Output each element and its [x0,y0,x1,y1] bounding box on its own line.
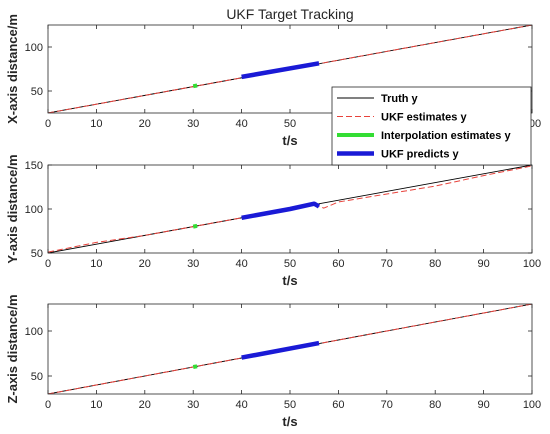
x-tick-label: 20 [139,399,151,411]
x-tick-label: 40 [235,258,247,270]
x-tick-label: 0 [45,118,51,130]
x-tick-label: 30 [187,258,199,270]
x-tick-label: 50 [284,118,296,130]
y-tick-label: 50 [31,86,43,98]
x-tick-label: 70 [381,258,393,270]
legend-label-ukf-estimates-y: UKF estimates y [381,112,467,124]
x-tick-label: 60 [332,258,344,270]
x-tick-label: 20 [139,118,151,130]
legend: Truth y UKF estimates y Interpolation esti… [331,86,532,166]
series-group [48,165,532,253]
x-tick-label: 80 [429,399,441,411]
y-axis-label: Z-axis distance/m [5,294,20,403]
series-line-ukf-predicts-y [241,340,320,360]
y-axis-label: Y-axis distance/m [5,154,20,263]
x-tick-label: 40 [235,399,247,411]
figure-title: UKF Target Tracking [226,6,353,22]
x-tick-label: 10 [90,399,102,411]
series-line-interpolation-estimates-y [192,223,198,229]
y-axis-label: X-axis distance/m [5,14,20,124]
x-tick-label: 100 [523,399,541,411]
y-tick-label: 100 [25,204,43,216]
x-tick-label: 50 [284,399,296,411]
series-group [48,25,532,113]
legend-label-truth-y: Truth y [381,93,419,105]
x-tick-label: 40 [235,118,247,130]
x-tick-label: 50 [284,258,296,270]
series-line-ukf-predicts-y [241,61,320,80]
series-group [48,304,532,394]
y-tick-label: 50 [31,248,43,260]
series-line-interpolation-estimates-y [192,364,198,369]
legend-label-interpolation-estimates-y: Interpolation estimates y [381,130,511,142]
x-tick-label: 30 [187,399,199,411]
x-tick-label: 20 [139,258,151,270]
y-tick-label: 100 [25,42,43,54]
x-tick-label: 10 [90,258,102,270]
subplot-3: 0 10 20 30 40 50 60 70 80 90 100 50 100 t/s Z-axis dis… [5,294,541,429]
x-tick-label: 0 [45,399,51,411]
y-tick-label: 100 [25,326,43,338]
y-tick-label: 50 [31,371,43,383]
subplot-2: 0 10 20 30 40 50 60 70 80 90 100 50 100 150 t/s Y-axis … [5,154,541,288]
x-tick-label: 80 [429,258,441,270]
legend-label-ukf-predicts-y: UKF predicts y [381,149,460,161]
x-tick-label: 100 [523,258,541,270]
x-tick-label: 60 [332,399,344,411]
x-tick-label: 10 [90,118,102,130]
x-axis-label: t/s [282,133,297,148]
x-tick-label: 30 [187,118,199,130]
series-line-ukf-predicts-y [241,201,321,221]
x-tick-label: 0 [45,258,51,270]
x-axis-label: t/s [282,273,297,288]
x-tick-label: 70 [381,399,393,411]
x-tick-label: 90 [477,258,489,270]
y-tick-label: 150 [25,160,43,172]
x-axis-label: t/s [282,414,297,429]
x-tick-label: 90 [477,399,489,411]
series-line-interpolation-estimates-y [192,83,198,89]
